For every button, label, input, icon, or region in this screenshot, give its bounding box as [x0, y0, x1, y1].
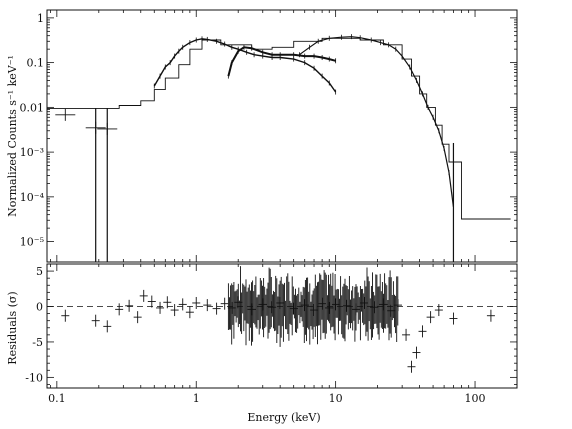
pds-curve: [299, 36, 454, 207]
x-tick-label: 100: [465, 392, 486, 405]
mecs-curve: [227, 46, 336, 77]
x-tick-label: 1: [193, 392, 200, 405]
y-tick-label: -5: [32, 336, 43, 349]
y-tick-label: 1: [37, 12, 44, 25]
x-tick-label: 0.1: [48, 392, 66, 405]
y-tick-label: 10⁻⁴: [20, 191, 45, 204]
lecs-curve: [153, 38, 337, 93]
spectrum-frame: [46, 9, 518, 263]
x-axis-label: Energy (keV): [247, 411, 320, 424]
spectrum-y-axis-label: Normalized Counts s⁻¹ keV⁻¹: [6, 55, 19, 217]
x-tick-label: 10: [329, 392, 343, 405]
y-tick-label: 10⁻⁵: [20, 236, 44, 249]
residuals-frame: [46, 263, 518, 389]
residuals-panel: 0.1 1 10 100 5 0 -5 -10 Residuals (σ): [6, 263, 518, 405]
y-tick-label: 5: [36, 265, 43, 278]
y-tick-label: 0: [36, 301, 43, 314]
y-tick-label: -10: [25, 371, 43, 384]
y-tick-label: 10⁻³: [20, 146, 44, 159]
y-tick-label: 0.1: [27, 57, 45, 70]
model-step-line: [47, 37, 511, 220]
spectrum-panel: 1 0.1 0.01 10⁻³ 10⁻⁴ 10⁻⁵ Normalized Counts s…: [6, 9, 518, 263]
y-tick-label: 0.01: [20, 101, 45, 114]
residuals-y-axis-label: Residuals (σ): [6, 291, 19, 364]
